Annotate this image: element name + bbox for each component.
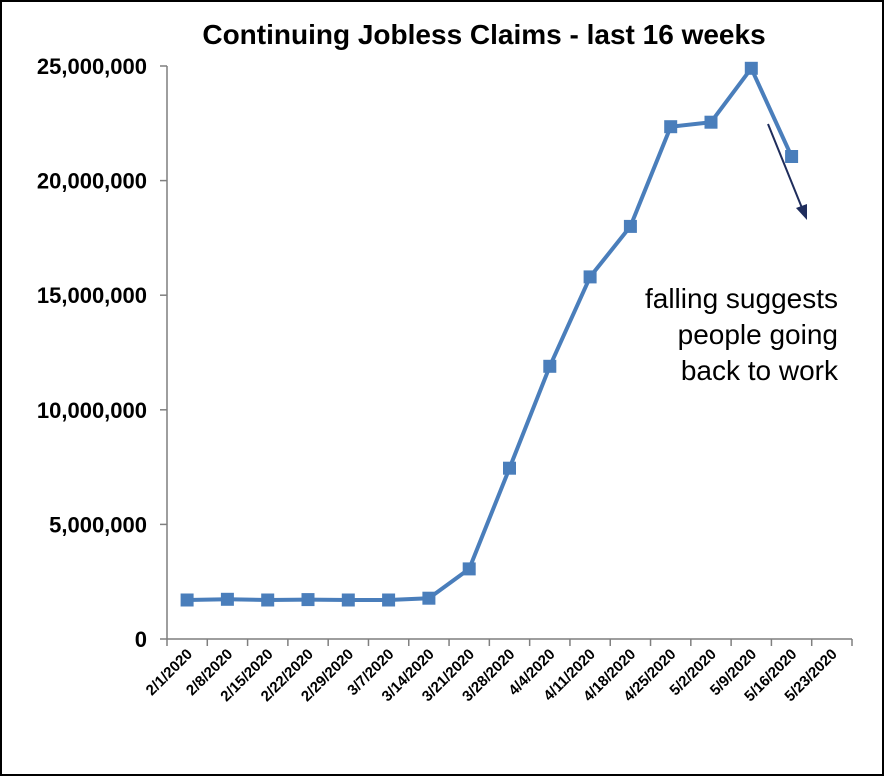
data-point-marker: [664, 120, 678, 134]
annotation-arrow-head: [796, 204, 807, 220]
data-point-marker: [503, 461, 516, 475]
annotation-line-2: people going: [678, 319, 838, 350]
data-point-marker: [341, 593, 355, 607]
data-point-marker: [543, 359, 557, 373]
data-point-marker: [261, 593, 275, 607]
annotation-line-1: falling suggests: [645, 283, 838, 314]
data-point-marker: [785, 150, 799, 163]
y-tick-label: 5,000,000: [49, 512, 147, 537]
y-axis: 0 5,000,000 10,000,000 15,000,000 20,000,000…: [37, 54, 168, 652]
data-point-marker: [583, 270, 597, 284]
y-tick-label: 10,000,000: [37, 398, 147, 423]
y-tick-label: 20,000,000: [37, 169, 147, 194]
data-point-marker: [462, 562, 476, 576]
y-tick-label: 25,000,000: [37, 54, 147, 79]
data-point-marker: [422, 591, 436, 605]
data-point-marker: [301, 593, 315, 607]
data-point-marker: [382, 593, 396, 607]
data-point-marker: [220, 592, 234, 606]
series-claims: [180, 61, 799, 607]
annotation: falling suggests people going back to wo…: [645, 123, 839, 386]
chart-title: Continuing Jobless Claims - last 16 week…: [202, 19, 765, 50]
data-point-marker: [180, 593, 194, 607]
y-tick-label: 0: [135, 627, 147, 652]
x-axis: 2/1/20202/8/20202/15/20202/22/20202/29/2…: [143, 638, 853, 705]
annotation-arrow-shaft: [767, 123, 803, 209]
annotation-line-3: back to work: [681, 355, 839, 386]
y-tick-label: 15,000,000: [37, 283, 147, 308]
series-line: [187, 66, 794, 602]
data-point-marker: [623, 219, 637, 233]
data-point-marker: [744, 61, 758, 75]
data-point-marker: [704, 115, 718, 129]
